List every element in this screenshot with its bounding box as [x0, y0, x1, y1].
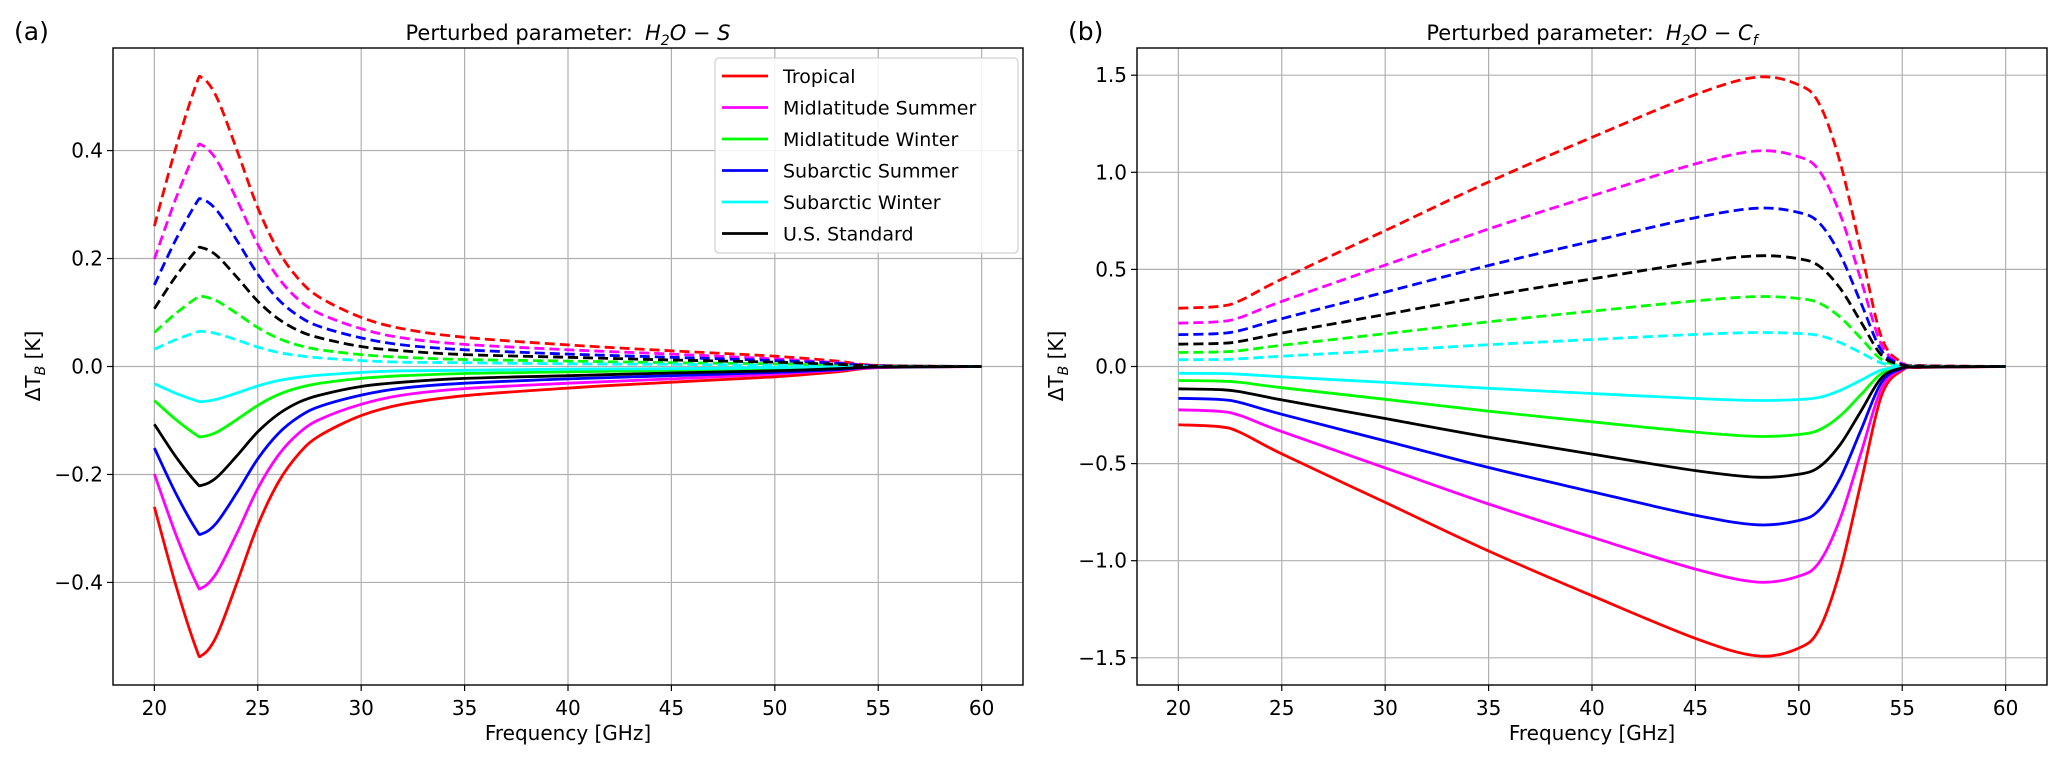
x-tick-label: 20	[142, 696, 167, 720]
y-label-main: ΔT	[21, 375, 45, 402]
x-tick-label: 40	[1579, 696, 1604, 720]
title-param: H	[1666, 21, 1682, 45]
y-tick-label: 1.5	[1095, 63, 1127, 87]
panel-b: (b) Perturbed parameter: H2O − Cf Frequen…	[1044, 17, 2048, 745]
y-tick-label: 0.2	[71, 247, 103, 271]
y-tick-label: −0.2	[54, 462, 103, 486]
series-line-tropical-solid	[1178, 365, 2006, 658]
x-tick-label: 25	[245, 696, 270, 720]
y-axis-label: ΔTB [K]	[1044, 331, 1072, 402]
axes-frame	[1136, 47, 2048, 686]
title-param-sub2: f	[1753, 33, 1760, 49]
panel-label: (b)	[1068, 17, 1103, 46]
legend-label: Midlatitude Winter	[783, 129, 958, 151]
title-param: H	[645, 21, 661, 45]
x-tick-label: 50	[762, 696, 787, 720]
y-label-sub: B	[1056, 366, 1072, 376]
y-tick-label: 0.4	[71, 139, 103, 163]
series-line-midlatitude-summer-solid	[153, 365, 982, 591]
series-line-midlatitude-summer-solid	[1178, 365, 2006, 584]
legend-label: Subarctic Summer	[783, 161, 959, 183]
series-line-u-s-standard-dashed	[153, 245, 982, 368]
series-line-midlatitude-winter-dashed	[153, 294, 982, 368]
y-axis-label: ΔTB [K]	[21, 331, 49, 402]
series-line-u-s-standard-dashed	[1178, 254, 2006, 368]
series-line-midlatitude-summer-dashed	[1178, 149, 2006, 368]
y-tick-label: −0.5	[1078, 452, 1127, 476]
series-line-subarctic-winter-solid	[153, 365, 982, 404]
series-line-subarctic-summer-dashed	[1178, 206, 2006, 368]
y-label-main: ΔT	[1044, 375, 1068, 402]
x-tick-label: 45	[659, 696, 684, 720]
series-line-subarctic-summer-dashed	[153, 197, 982, 368]
series-line-u-s-standard-solid	[1178, 365, 2006, 479]
chart-title: Perturbed parameter: H2O − S	[405, 21, 730, 49]
y-tick-label: 1.0	[1095, 160, 1127, 184]
y-label-unit: [K]	[1044, 331, 1068, 366]
series-line-tropical-dashed	[1178, 75, 2006, 368]
series-line-tropical-solid	[153, 365, 982, 659]
x-tick-label: 60	[969, 696, 994, 720]
x-tick-label: 30	[348, 696, 373, 720]
x-tick-label: 20	[1166, 696, 1191, 720]
title-param-rest: O − S	[670, 21, 731, 45]
x-tick-label: 40	[555, 696, 580, 720]
x-tick-label: 55	[1890, 696, 1915, 720]
series-line-midlatitude-winter-solid	[1178, 365, 2006, 438]
x-axis-label: Frequency [GHz]	[1509, 721, 1675, 745]
legend: Tropical Midlatitude Summer Midlatitude Wi…	[714, 57, 1019, 254]
y-tick-label: 0.0	[1095, 355, 1127, 379]
title-prefix: Perturbed parameter:	[405, 21, 632, 45]
x-tick-label: 35	[452, 696, 477, 720]
series-line-midlatitude-summer-dashed	[153, 142, 982, 368]
y-tick-label: −0.4	[54, 570, 103, 594]
title-param-sub: 2	[661, 33, 670, 49]
panel-a: (a) Perturbed parameter: H2O − S Frequenc…	[14, 17, 1024, 745]
x-tick-label: 50	[1786, 696, 1811, 720]
chart-title: Perturbed parameter: H2O − Cf	[1426, 21, 1759, 49]
x-tick-label: 45	[1683, 696, 1708, 720]
y-tick-label: 0.5	[1095, 257, 1127, 281]
legend-label: Tropical	[782, 66, 856, 88]
legend-label: U.S. Standard	[783, 224, 914, 246]
x-tick-label: 60	[1993, 696, 2018, 720]
x-tick-label: 55	[866, 696, 891, 720]
series-line-subarctic-summer-solid	[1178, 365, 2006, 527]
title-prefix: Perturbed parameter:	[1426, 21, 1653, 45]
series-line-u-s-standard-solid	[153, 365, 982, 488]
y-tick-label: −1.5	[1078, 646, 1127, 670]
y-label-sub: B	[33, 366, 49, 376]
x-tick-label: 25	[1269, 696, 1294, 720]
title-param-sub: 2	[1682, 33, 1691, 49]
series-line-subarctic-summer-solid	[153, 365, 982, 536]
y-tick-label: 0.0	[71, 355, 103, 379]
series-line-midlatitude-winter-solid	[153, 365, 982, 439]
legend-label: Subarctic Winter	[783, 192, 941, 214]
x-tick-label: 30	[1372, 696, 1397, 720]
series-line-tropical-dashed	[153, 74, 982, 368]
legend-box	[714, 57, 1019, 254]
x-tick-label: 35	[1476, 696, 1501, 720]
title-param-rest: O − C	[1691, 21, 1753, 45]
legend-label: Midlatitude Summer	[783, 98, 976, 120]
series-line-subarctic-winter-solid	[1178, 365, 2006, 402]
axes-frame	[112, 47, 1024, 686]
series-line-subarctic-winter-dashed	[153, 329, 982, 368]
y-tick-label: −1.0	[1078, 549, 1127, 573]
y-label-unit: [K]	[21, 331, 45, 366]
x-axis-label: Frequency [GHz]	[485, 721, 651, 745]
panel-label: (a)	[14, 17, 49, 46]
